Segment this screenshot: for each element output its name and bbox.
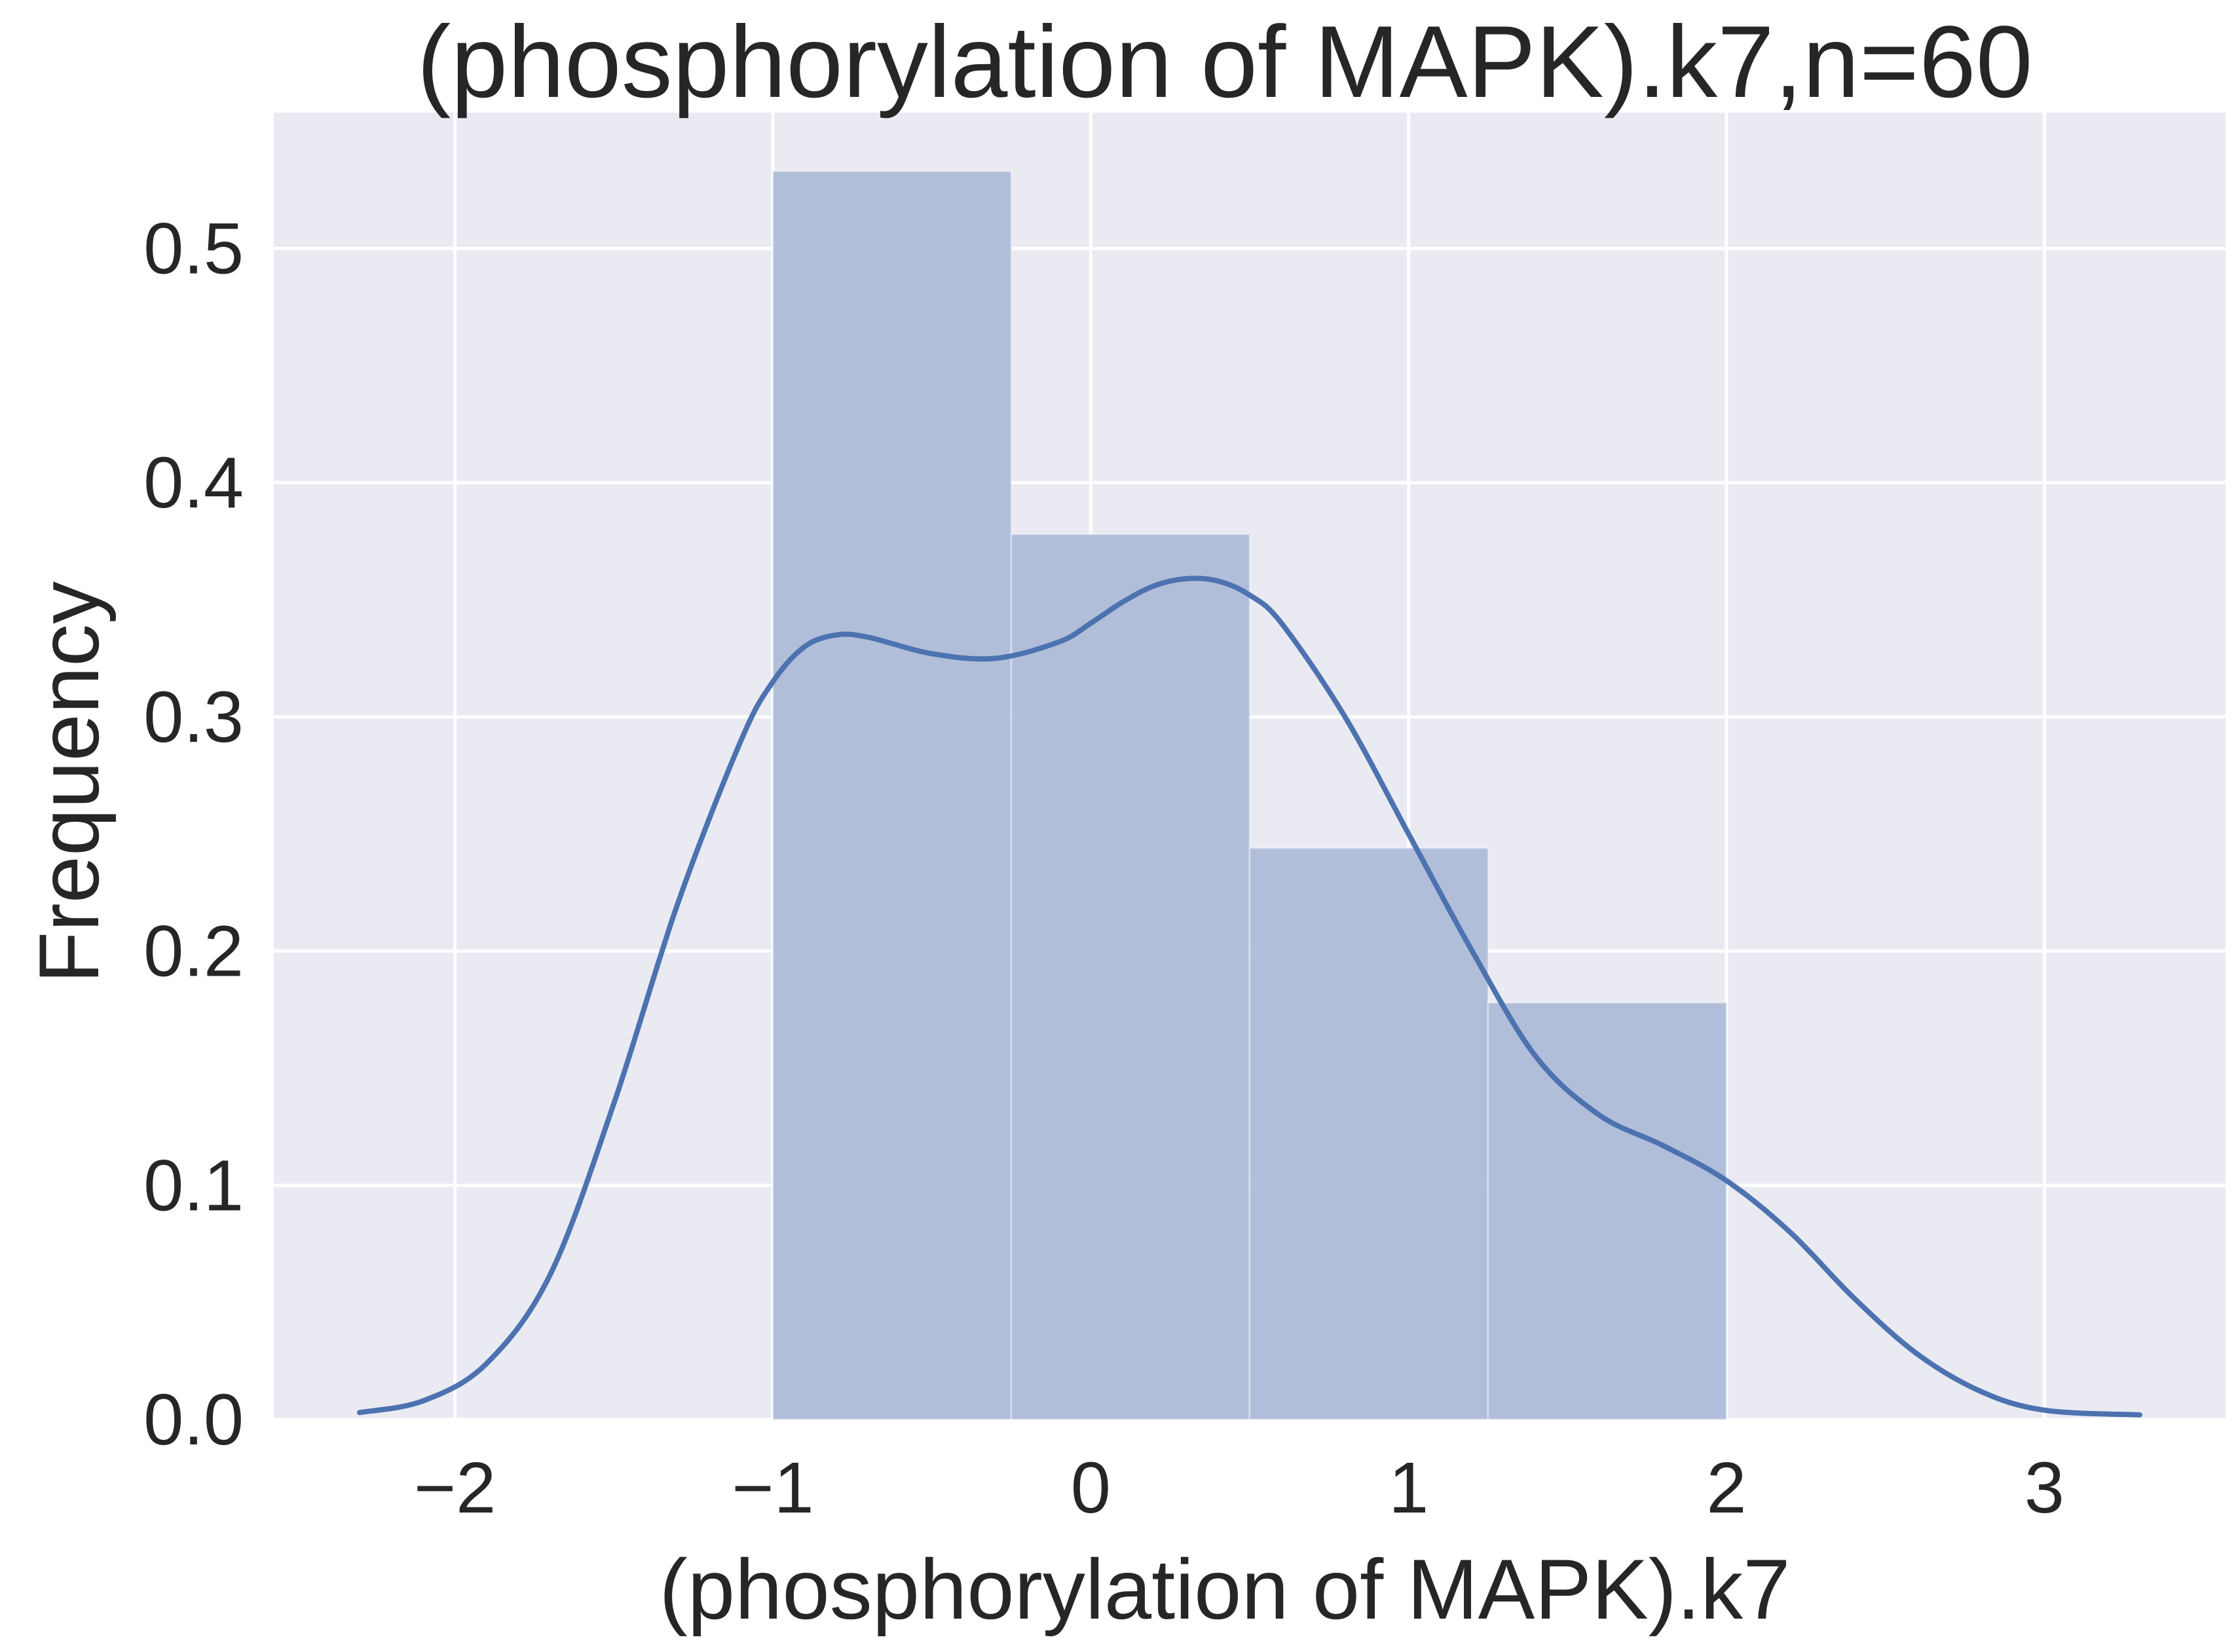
- x-tick-label: 3: [2025, 1448, 2064, 1528]
- x-tick-label: 0: [1071, 1448, 1111, 1528]
- histogram-bar: [1248, 847, 1489, 1421]
- histogram-bars: [772, 170, 1728, 1421]
- x-axis-label: (phosphorylation of MAPK).k7: [660, 1541, 1791, 1637]
- chart-title: (phosphorylation of MAPK).k7,n=60: [417, 5, 2032, 119]
- y-tick-label: 0.1: [143, 1145, 244, 1226]
- histogram-bar: [1487, 1001, 1728, 1421]
- x-tick-label: 1: [1389, 1448, 1428, 1528]
- y-tick-label: 0.0: [143, 1380, 244, 1460]
- histogram-bar: [1010, 533, 1251, 1421]
- y-tick-label: 0.4: [143, 443, 244, 523]
- histogram-bar: [772, 170, 1013, 1421]
- kde-curve: [357, 576, 2142, 1418]
- x-tick-label: −1: [732, 1448, 813, 1528]
- y-tick-label: 0.5: [143, 208, 244, 289]
- x-tick-label: 2: [1706, 1448, 1746, 1528]
- y-tick-labels: 0.0 0.1 0.2 0.3 0.4 0.5: [143, 208, 244, 1460]
- y-tick-label: 0.2: [143, 911, 244, 992]
- y-axis-label: Frequency: [21, 581, 117, 983]
- y-tick-label: 0.3: [143, 677, 244, 758]
- x-tick-labels: −2 −1 0 1 2 3: [414, 1448, 2064, 1528]
- x-tick-label: −2: [414, 1448, 496, 1528]
